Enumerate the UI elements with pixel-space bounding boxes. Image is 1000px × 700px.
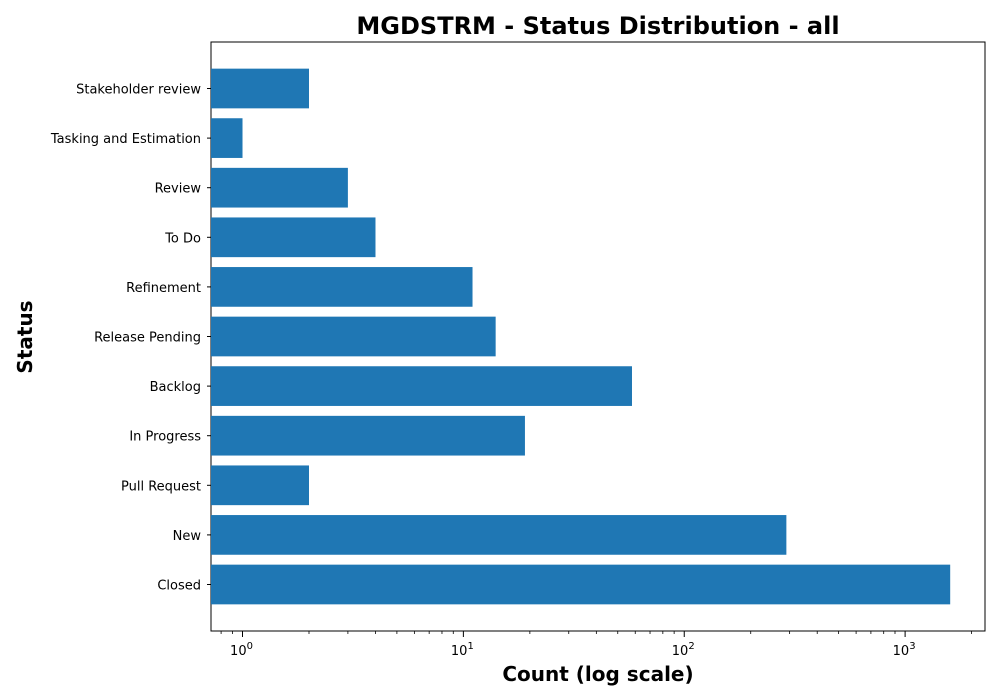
- y-tick-label: Pull Request: [121, 479, 201, 494]
- y-tick-label: Tasking and Estimation: [50, 132, 201, 147]
- bar-closed: [211, 564, 951, 605]
- bar-pull-request: [211, 465, 309, 506]
- bar-refinement: [211, 267, 473, 307]
- y-tick-label: New: [173, 529, 202, 544]
- bar-release-pending: [211, 316, 496, 357]
- bars-group: [211, 68, 951, 605]
- y-axis-label: Status: [13, 300, 37, 373]
- x-axis-ticks: 100 101 102 103: [220, 631, 972, 659]
- bar-backlog: [211, 366, 632, 406]
- y-tick-label: Closed: [157, 579, 201, 594]
- y-tick-label: Release Pending: [94, 331, 201, 346]
- y-axis-ticks: Closed New Pull Request In Progress Backlog R…: [50, 83, 211, 594]
- y-tick-label: Refinement: [126, 281, 201, 296]
- y-tick-label: In Progress: [129, 430, 201, 445]
- x-tick-label: 102: [672, 641, 695, 659]
- x-tick-label: 100: [230, 641, 253, 659]
- y-tick-label: Review: [155, 182, 202, 197]
- bar-new: [211, 515, 787, 555]
- x-axis-label: Count (log scale): [502, 662, 693, 686]
- y-tick-label: Backlog: [150, 380, 201, 395]
- y-tick-label: Stakeholder review: [76, 83, 201, 98]
- x-tick-label: 103: [893, 641, 916, 659]
- bar-to-do: [211, 217, 376, 258]
- bar-in-progress: [211, 415, 525, 456]
- chart-title: MGDSTRM - Status Distribution - all: [356, 12, 839, 40]
- bar-tasking-and-estimation: [211, 118, 243, 158]
- plot-area: Closed New Pull Request In Progress Backlog R…: [50, 41, 986, 659]
- bar-review: [211, 167, 348, 208]
- x-tick-label: 101: [451, 641, 474, 659]
- bar-stakeholder-review: [211, 68, 309, 109]
- y-tick-label: To Do: [164, 231, 201, 246]
